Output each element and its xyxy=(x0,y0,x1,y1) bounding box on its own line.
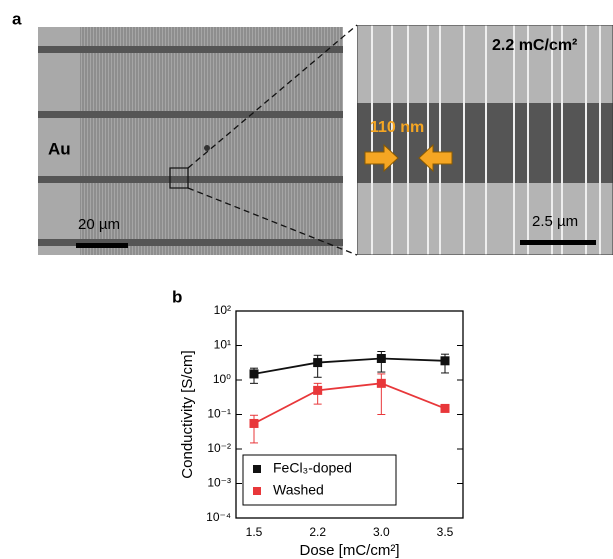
marker xyxy=(440,403,450,413)
legend-label: FeCl₃-doped xyxy=(273,460,352,476)
x-tick-label: 3.5 xyxy=(437,525,454,539)
scale-bar-label: 2.5 µm xyxy=(532,213,578,230)
panel-label: b xyxy=(172,287,182,306)
series-line xyxy=(253,357,446,375)
marker xyxy=(440,356,450,366)
marker xyxy=(376,378,386,388)
legend-box xyxy=(242,454,397,506)
y-tick-label: 10⁰ xyxy=(213,372,231,386)
marker xyxy=(249,369,259,379)
y-tick-label: 10⁻³ xyxy=(207,476,231,490)
series-line xyxy=(253,382,446,425)
x-tick-label: 2.2 xyxy=(309,525,326,539)
legend-label: Washed xyxy=(273,482,324,498)
chart: 10⁻⁴ 10⁻³ 10⁻² 10⁻¹ 10⁰ 10¹ 10² 1.5 2.2 3.0 3.5 Dos… xyxy=(172,287,464,559)
panel-label: a xyxy=(12,9,22,28)
y-tick-label: 10⁻² xyxy=(207,441,231,455)
x-axis-label: Dose [mC/cm²] xyxy=(299,542,399,559)
y-tick-label: 10² xyxy=(214,303,231,317)
y-tick-label: 10¹ xyxy=(214,338,231,352)
scale-bar-label: 20 µm xyxy=(78,216,120,233)
y-axis-label: Conductivity [S/cm] xyxy=(179,350,196,478)
legend-marker xyxy=(253,487,261,495)
y-tick-label: 10⁻⁴ xyxy=(206,510,231,524)
legend-marker xyxy=(253,465,261,473)
marker xyxy=(376,353,386,363)
dose-label: 2.2 mC/cm² xyxy=(492,37,577,54)
x-tick-label: 1.5 xyxy=(246,525,263,539)
sem-right xyxy=(357,25,613,255)
marker xyxy=(313,385,323,395)
image-label: Au xyxy=(48,139,71,158)
sem-left xyxy=(38,24,358,256)
x-tick-label: 3.0 xyxy=(373,525,390,539)
marker xyxy=(249,418,259,428)
y-tick-label: 10⁻¹ xyxy=(207,407,231,421)
gap-label: 110 nm xyxy=(370,119,424,136)
marker xyxy=(313,358,323,368)
